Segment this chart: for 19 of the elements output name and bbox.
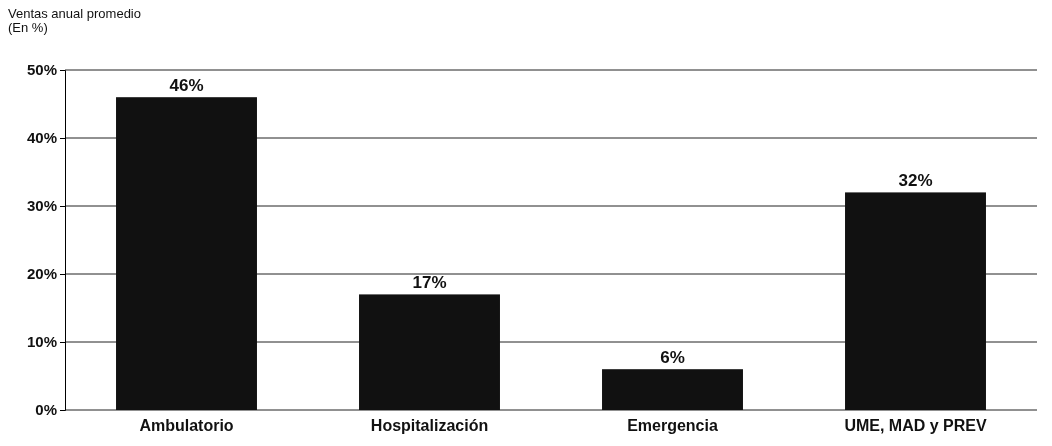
y-tick-label: 20% <box>26 265 57 283</box>
y-tick-label: 0% <box>35 401 57 419</box>
data-label: 17% <box>412 273 447 293</box>
x-tick-label: UME, MAD y PREV <box>844 416 987 434</box>
data-label: 32% <box>898 171 933 191</box>
y-tick-label: 40% <box>26 129 57 147</box>
x-tick-label: Hospitalización <box>370 416 489 434</box>
y-tick-label: 10% <box>26 333 57 351</box>
y-axis-title: Ventas anual promedio (En %) <box>8 6 141 36</box>
bar <box>845 192 986 410</box>
y-tick-label: 30% <box>26 197 57 215</box>
bar <box>602 369 743 410</box>
data-label: 6% <box>660 348 685 368</box>
bar <box>359 294 500 410</box>
x-tick-label: Ambulatorio <box>139 416 234 434</box>
x-tick-label: Emergencia <box>627 416 718 434</box>
bar <box>116 97 257 410</box>
y-tick-label: 50% <box>26 61 57 79</box>
data-label: 46% <box>169 76 204 96</box>
